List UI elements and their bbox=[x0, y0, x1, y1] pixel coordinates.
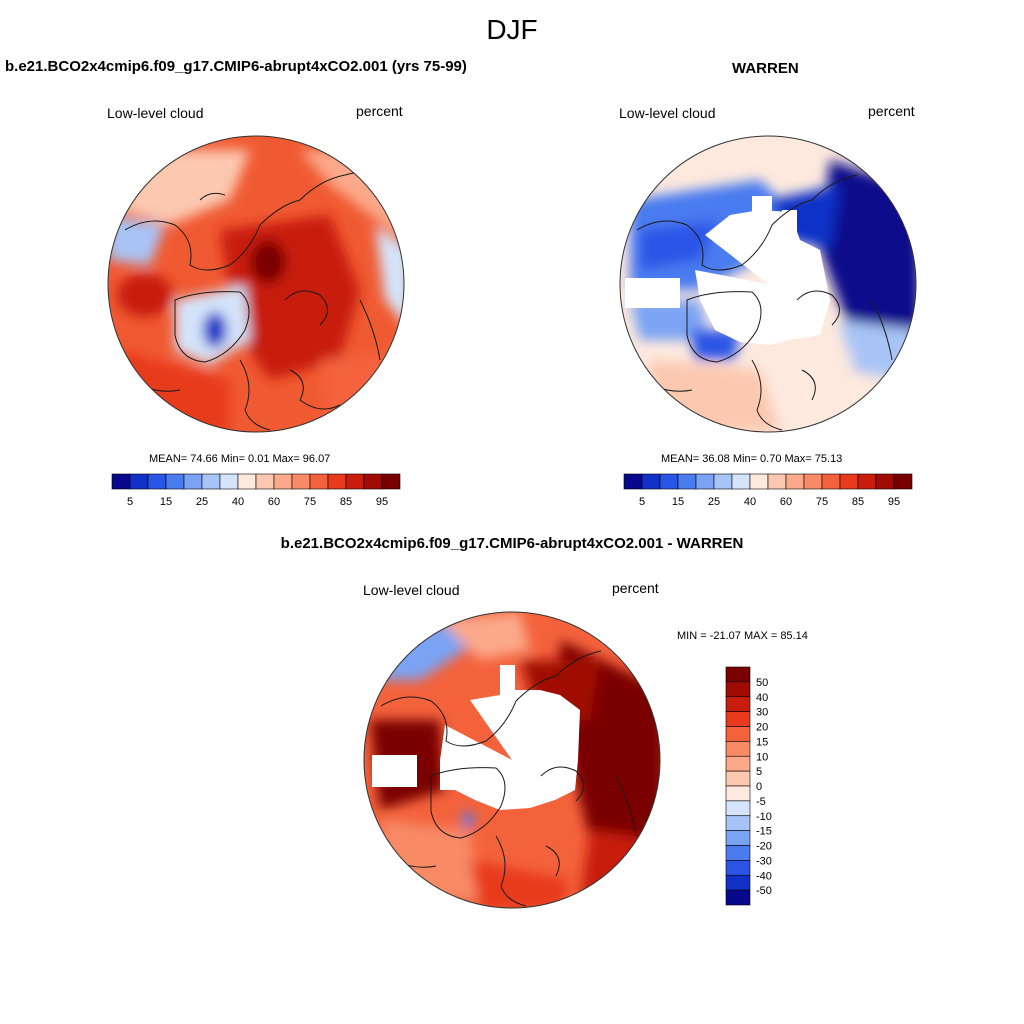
obs-colorbar-tick-label: 15 bbox=[672, 496, 684, 508]
obs-colorbar-swatch bbox=[677, 473, 697, 490]
obs-colorbar-swatch bbox=[857, 473, 877, 490]
model-units-label: percent bbox=[356, 103, 403, 119]
season-title: DJF bbox=[486, 14, 538, 45]
diff-colorbar-swatch bbox=[725, 860, 751, 876]
diff-colorbar-tick-label: -5 bbox=[756, 796, 766, 808]
diff-colorbar-swatch bbox=[725, 741, 751, 757]
model-colorbar-tick-label: 75 bbox=[304, 496, 316, 508]
diff-colorbar-tick-label: -10 bbox=[756, 811, 772, 823]
obs-colorbar: 5 15 25 40 60 75 85 95 bbox=[623, 473, 913, 508]
diff-colorbar-tick-label: 5 bbox=[756, 766, 762, 778]
model-colorbar-swatch bbox=[345, 473, 365, 490]
diff-colorbar-tick-label: 50 bbox=[756, 677, 768, 689]
diff-colorbar-swatch bbox=[725, 800, 751, 817]
obs-units-label: percent bbox=[868, 103, 915, 119]
diff-colorbar-swatch bbox=[725, 830, 751, 846]
model-colorbar-swatch bbox=[327, 473, 347, 490]
model-colorbar-swatch bbox=[255, 473, 275, 490]
model-colorbar-swatch bbox=[111, 473, 131, 490]
obs-colorbar-swatch bbox=[749, 473, 769, 490]
model-colorbar-swatch bbox=[237, 473, 257, 490]
obs-colorbar-swatch bbox=[803, 473, 823, 490]
diff-colorbar-tick-label: 20 bbox=[756, 722, 768, 734]
diff-colorbar-tick-label: -20 bbox=[756, 841, 772, 853]
model-colorbar-swatch bbox=[291, 473, 311, 490]
obs-colorbar-tick-label: 25 bbox=[708, 496, 720, 508]
model-map bbox=[107, 135, 405, 433]
obs-colorbar-swatch bbox=[893, 473, 913, 490]
diff-colorbar-swatch bbox=[725, 785, 751, 802]
model-colorbar-swatch bbox=[381, 473, 401, 490]
diff-colorbar-tick-label: 40 bbox=[756, 692, 768, 704]
model-colorbar-swatch bbox=[147, 473, 167, 490]
diff-colorbar-swatch bbox=[725, 874, 751, 891]
obs-stats: MEAN= 36.08 Min= 0.70 Max= 75.13 bbox=[661, 453, 843, 465]
obs-panel-title: WARREN bbox=[732, 60, 799, 77]
diff-colorbar-swatch bbox=[725, 681, 751, 698]
obs-colorbar-swatch bbox=[713, 473, 733, 490]
diff-units-label: percent bbox=[612, 580, 659, 596]
model-colorbar-swatch bbox=[183, 473, 203, 490]
model-colorbar: 5 15 25 40 60 75 85 95 bbox=[111, 473, 401, 508]
diff-colorbar-swatch bbox=[725, 815, 751, 831]
diff-colorbar-tick-label: -50 bbox=[756, 885, 772, 897]
obs-colorbar-swatch bbox=[731, 473, 751, 490]
diff-colorbar-swatch bbox=[725, 889, 751, 906]
obs-colorbar-swatch bbox=[767, 473, 787, 490]
model-colorbar-tick-label: 40 bbox=[232, 496, 244, 508]
diff-colorbar-swatch bbox=[725, 845, 751, 861]
model-colorbar-swatch bbox=[219, 473, 239, 490]
model-colorbar-swatch bbox=[363, 473, 383, 490]
model-variable-label: Low-level cloud bbox=[107, 105, 204, 121]
diff-colorbar-swatch bbox=[725, 666, 751, 683]
obs-colorbar-swatch bbox=[839, 473, 859, 490]
diff-colorbar-swatch bbox=[725, 696, 751, 712]
obs-colorbar-swatch bbox=[641, 473, 661, 490]
obs-colorbar-tick-label: 5 bbox=[639, 496, 645, 508]
obs-colorbar-tick-label: 95 bbox=[888, 496, 900, 508]
obs-colorbar-swatch bbox=[821, 473, 841, 490]
diff-variable-label: Low-level cloud bbox=[363, 582, 460, 598]
diff-colorbar-tick-label: -15 bbox=[756, 826, 772, 838]
diff-colorbar-tick-label: 30 bbox=[756, 707, 768, 719]
diff-colorbar-tick-label: -30 bbox=[756, 855, 772, 867]
diff-colorbar-tick-label: 0 bbox=[756, 781, 762, 793]
model-colorbar-tick-label: 95 bbox=[376, 496, 388, 508]
model-colorbar-tick-label: 15 bbox=[160, 496, 172, 508]
obs-colorbar-tick-label: 85 bbox=[852, 496, 864, 508]
diff-stats: MIN = -21.07 MAX = 85.14 bbox=[677, 630, 808, 642]
obs-colorbar-swatch bbox=[659, 473, 679, 490]
diff-colorbar-swatch bbox=[725, 770, 751, 787]
model-colorbar-swatch bbox=[201, 473, 221, 490]
obs-colorbar-swatch bbox=[623, 473, 643, 490]
diff-colorbar-swatch bbox=[725, 726, 751, 742]
model-colorbar-tick-label: 85 bbox=[340, 496, 352, 508]
obs-colorbar-tick-label: 75 bbox=[816, 496, 828, 508]
model-colorbar-swatch bbox=[309, 473, 329, 490]
model-colorbar-swatch bbox=[273, 473, 293, 490]
model-stats: MEAN= 74.66 Min= 0.01 Max= 96.07 bbox=[149, 453, 331, 465]
diff-colorbar-tick-label: -40 bbox=[756, 870, 772, 882]
diff-colorbar-tick-label: 10 bbox=[756, 751, 768, 763]
model-colorbar-tick-label: 5 bbox=[127, 496, 133, 508]
obs-colorbar-tick-label: 60 bbox=[780, 496, 792, 508]
model-colorbar-tick-label: 25 bbox=[196, 496, 208, 508]
diff-colorbar-tick-label: 15 bbox=[756, 736, 768, 748]
obs-map bbox=[619, 135, 917, 433]
obs-variable-label: Low-level cloud bbox=[619, 105, 716, 121]
diff-colorbar-swatch bbox=[725, 711, 751, 727]
diff-colorbar-swatch bbox=[725, 755, 751, 772]
model-panel-title: b.e21.BCO2x4cmip6.f09_g17.CMIP6-abrupt4x… bbox=[5, 58, 467, 75]
model-colorbar-swatch bbox=[165, 473, 185, 490]
obs-colorbar-swatch bbox=[695, 473, 715, 490]
diff-panel-title: b.e21.BCO2x4cmip6.f09_g17.CMIP6-abrupt4x… bbox=[280, 535, 744, 552]
obs-colorbar-swatch bbox=[875, 473, 895, 490]
obs-colorbar-tick-label: 40 bbox=[744, 496, 756, 508]
obs-colorbar-swatch bbox=[785, 473, 805, 490]
model-colorbar-swatch bbox=[129, 473, 149, 490]
model-colorbar-tick-label: 60 bbox=[268, 496, 280, 508]
diff-map bbox=[363, 611, 661, 909]
